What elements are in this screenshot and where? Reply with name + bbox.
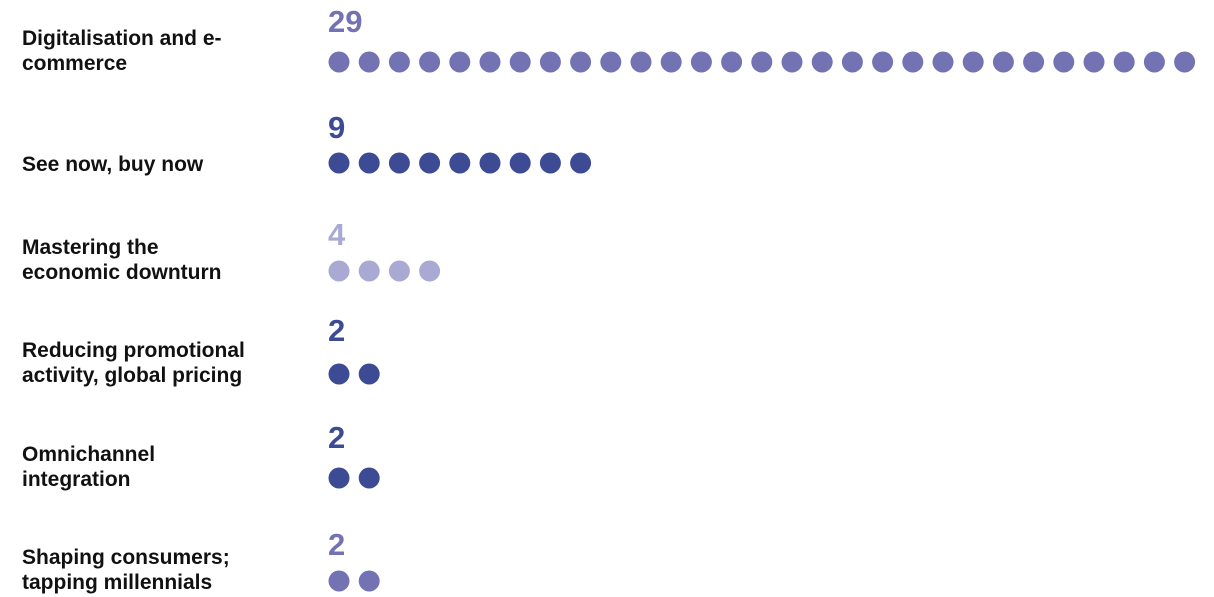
dot bbox=[388, 260, 410, 282]
dot bbox=[932, 51, 954, 73]
value-label: 9 bbox=[328, 110, 345, 145]
dot bbox=[992, 51, 1014, 73]
dot bbox=[358, 570, 380, 592]
dot bbox=[419, 260, 441, 282]
dot bbox=[509, 152, 531, 174]
dot bbox=[358, 51, 380, 73]
dot bbox=[570, 51, 592, 73]
value-label: 2 bbox=[328, 420, 345, 455]
dot bbox=[358, 260, 380, 282]
dot bbox=[388, 51, 410, 73]
dot bbox=[1083, 51, 1105, 73]
dot bbox=[1053, 51, 1075, 73]
dot bbox=[479, 152, 501, 174]
dot bbox=[328, 51, 350, 73]
dot bbox=[419, 51, 441, 73]
dot bbox=[358, 152, 380, 174]
dot bbox=[328, 363, 350, 385]
dot bbox=[328, 570, 350, 592]
dot bbox=[539, 152, 561, 174]
dot bbox=[449, 152, 471, 174]
dot bbox=[600, 51, 622, 73]
value-label: 29 bbox=[328, 4, 362, 39]
category-label: Mastering the economic downturn bbox=[22, 236, 222, 284]
dot bbox=[962, 51, 984, 73]
dot bbox=[721, 51, 743, 73]
dot bbox=[902, 51, 924, 73]
category-label: Reducing promotional activity, global pr… bbox=[22, 339, 245, 387]
dot bbox=[449, 51, 471, 73]
dot bbox=[509, 51, 531, 73]
dot bbox=[811, 51, 833, 73]
dot bbox=[1113, 51, 1135, 73]
dot bbox=[479, 51, 501, 73]
dot bbox=[328, 467, 350, 489]
category-label: Shaping consumers; tapping millennials bbox=[22, 546, 230, 594]
category-label: See now, buy now bbox=[22, 153, 204, 176]
dot bbox=[872, 51, 894, 73]
dot bbox=[1143, 51, 1165, 73]
value-label: 2 bbox=[328, 313, 345, 348]
dot bbox=[358, 467, 380, 489]
dot bbox=[841, 51, 863, 73]
dot bbox=[328, 260, 350, 282]
dot bbox=[690, 51, 712, 73]
dot bbox=[1023, 51, 1045, 73]
dot bbox=[751, 51, 773, 73]
dot bbox=[660, 51, 682, 73]
dot bbox=[328, 152, 350, 174]
dot bbox=[419, 152, 441, 174]
dot bbox=[388, 152, 410, 174]
dot bbox=[630, 51, 652, 73]
dot bbox=[358, 363, 380, 385]
dot bbox=[570, 152, 592, 174]
dot bbox=[1174, 51, 1196, 73]
category-label: Digitalisation and e-commerce bbox=[22, 27, 222, 75]
value-label: 4 bbox=[328, 217, 346, 252]
category-label: Omnichannel integration bbox=[22, 443, 156, 491]
value-label: 2 bbox=[328, 527, 345, 562]
dot bbox=[781, 51, 803, 73]
dot bbox=[539, 51, 561, 73]
